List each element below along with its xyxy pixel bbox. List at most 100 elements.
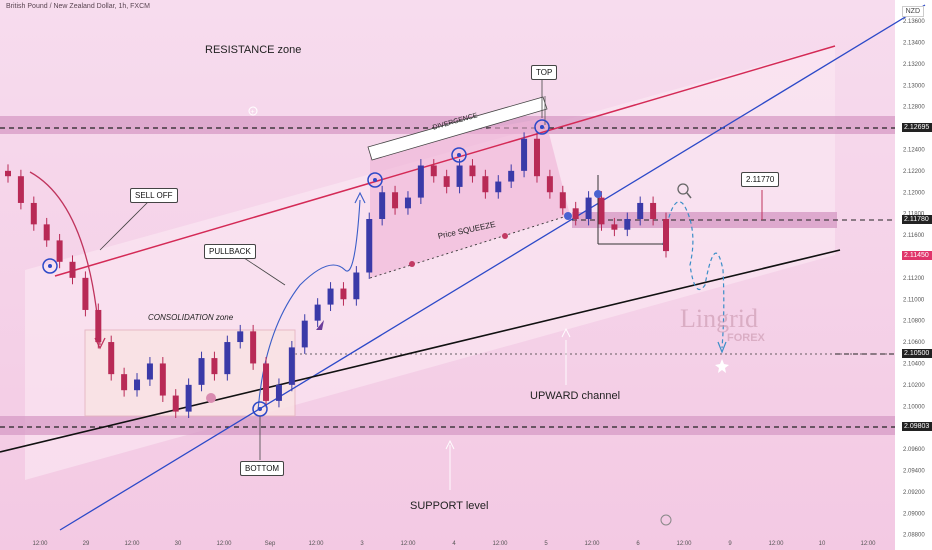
candle-body (650, 202, 657, 219)
candle-body (340, 288, 347, 300)
price-tick-label: 2.12400 (903, 147, 925, 153)
candle-body (108, 342, 115, 375)
pivot-circle-selloff (42, 258, 58, 274)
chart-header: British Pound / New Zealand Dollar, 1h, … (6, 3, 154, 10)
time-tick-label: 12:00 (32, 541, 48, 547)
price-tick-label: 2.12000 (903, 190, 925, 196)
candle-body (443, 176, 450, 187)
time-tick-label: 9 (728, 541, 732, 547)
time-tick-label: 12:00 (400, 541, 416, 547)
candle-body (146, 363, 153, 380)
time-tick-label: 12:00 (676, 541, 692, 547)
candle-body (495, 181, 502, 193)
pivot-markers (42, 119, 602, 417)
upper-red-trendline (54, 45, 836, 277)
support-band (0, 416, 895, 435)
candle-body (301, 320, 308, 348)
time-tick-label: 12:00 (216, 541, 232, 547)
time-tick-label: 5 (544, 541, 548, 547)
current-price-tag: 2.11450 (902, 251, 932, 260)
break-point (594, 190, 602, 198)
candle-body (637, 202, 644, 219)
time-tick-label: 6 (636, 541, 640, 547)
candle-body (172, 395, 179, 412)
time-tick-label: 12:00 (124, 541, 140, 547)
price-tick-label: 2.10400 (903, 361, 925, 367)
divergence-banner (367, 96, 548, 161)
projection-path (662, 201, 725, 349)
price-tick-label: 2.11800 (903, 212, 925, 218)
price-tick-label: 2.13600 (903, 19, 925, 25)
price-tick-label: 2.10200 (903, 383, 925, 389)
candles (5, 132, 669, 419)
time-tick-label: 3 (360, 541, 364, 547)
pivot-circle-1 (367, 172, 383, 188)
candle-body (508, 170, 515, 182)
snail-icon (206, 393, 216, 403)
pivot-dot (540, 125, 544, 129)
price-axis-panel (895, 0, 932, 550)
channel-arrowhead (561, 327, 571, 338)
time-tick-label: 10 (819, 541, 826, 547)
mid-price-tag: 2.10500 (902, 349, 932, 358)
target-callout: 2.11770 (741, 172, 780, 187)
squeeze-area (370, 118, 570, 278)
price-tick-label: 2.10600 (903, 340, 925, 346)
candle-body (585, 197, 592, 219)
candle-body (82, 277, 89, 310)
pivot-circle-2 (451, 147, 467, 163)
price-tick-label: 2.12800 (903, 105, 925, 111)
add-alert-plus: + (251, 109, 255, 116)
pullback-path (257, 199, 361, 411)
currency-label[interactable]: NZD (901, 6, 924, 17)
candle-body (379, 192, 386, 219)
candle-body (17, 176, 24, 203)
candle-body (392, 192, 399, 209)
candle-body (211, 358, 218, 375)
candle-body (482, 176, 489, 193)
candle-body (327, 288, 334, 305)
replay-icon[interactable] (660, 514, 672, 526)
candle-body (456, 165, 463, 187)
candle-body (546, 176, 553, 193)
time-tick-label: 12:00 (860, 541, 876, 547)
rocket-icon (316, 320, 324, 330)
candle-body (224, 342, 231, 375)
price-tick-label: 2.11600 (903, 233, 925, 239)
candle-body (288, 347, 295, 385)
time-tick-label: 12:00 (584, 541, 600, 547)
price-tick-label: 2.08800 (903, 533, 925, 539)
candle-body (417, 165, 424, 198)
time-tick-label: 4 (452, 541, 456, 547)
support-level-label: SUPPORT level (410, 500, 489, 512)
target-price-tag: 2.11780 (902, 215, 932, 224)
top-callout: TOP (531, 65, 558, 80)
candle-body (185, 384, 192, 412)
price-tick-label: 2.13400 (903, 40, 925, 46)
pivot-dot (258, 407, 262, 411)
channel-bottom-line (0, 249, 841, 453)
pivot-circle-top (534, 119, 550, 135)
add-alert-icon[interactable] (248, 106, 258, 116)
symbol-title: British Pound / New Zealand Dollar, 1h, … (6, 3, 150, 10)
consolidation-zone-label: CONSOLIDATION zone (148, 313, 234, 322)
time-tick-label: 12:00 (308, 541, 324, 547)
price-tick-label: 2.09200 (903, 490, 925, 496)
candle-body (572, 208, 579, 219)
bottom-callout: BOTTOM (240, 461, 285, 476)
price-tick-label: 2.13000 (903, 83, 925, 89)
pivot-dot (457, 153, 461, 157)
time-tick-label: 30 (175, 541, 182, 547)
resistance-price-tag: 2.12695 (902, 123, 932, 132)
candle-body (430, 165, 437, 177)
pullback-callout: PULLBACK (204, 244, 256, 259)
blue-trendline (59, 4, 926, 531)
watermark-logo: Lingrid (680, 304, 758, 333)
candle-body (250, 331, 257, 364)
candle-body (121, 374, 128, 391)
time-axis[interactable]: 12:00 29 12:00 30 12:00 Sep 12:00 3 12:00 4 12:00 5… (32, 541, 876, 547)
candle-body (263, 363, 270, 401)
price-tick-label: 2.09600 (903, 447, 925, 453)
upward-channel-label: UPWARD channel (530, 390, 621, 402)
